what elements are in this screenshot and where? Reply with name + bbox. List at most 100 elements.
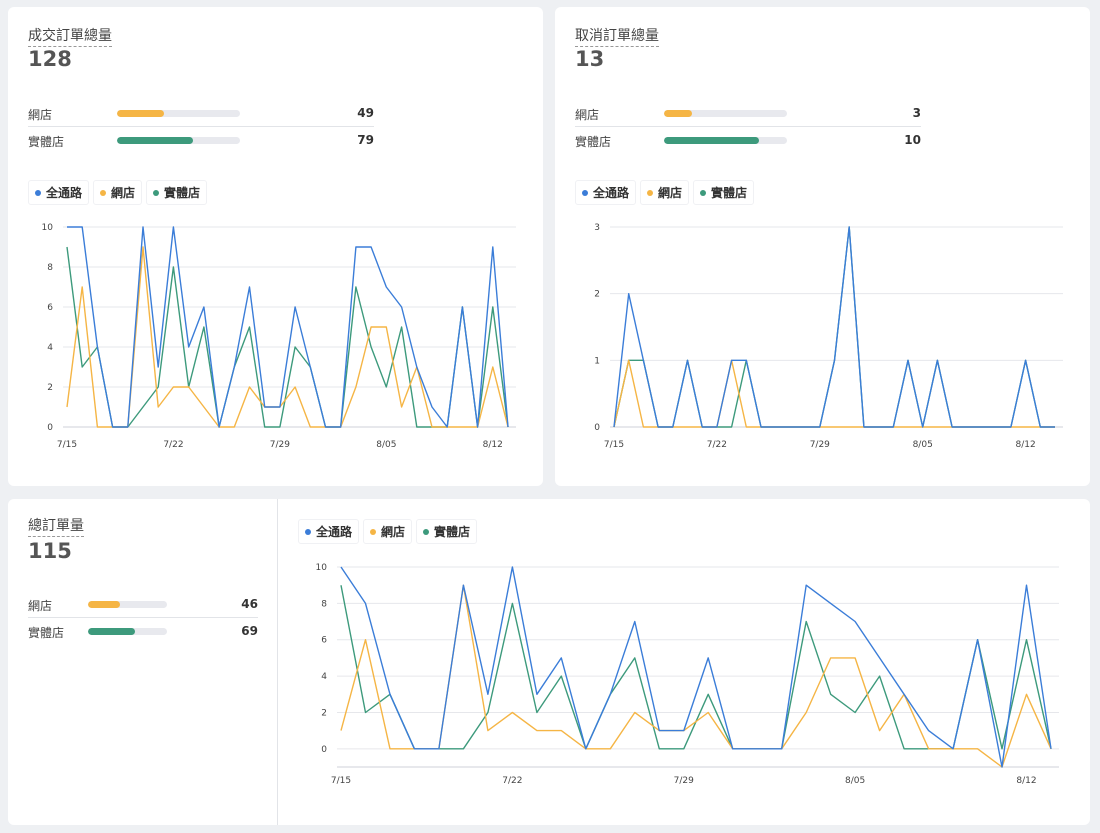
x-tick-label: 8/12: [1015, 440, 1035, 450]
y-tick-label: 6: [47, 303, 53, 313]
x-tick-label: 8/05: [913, 440, 933, 450]
metric-label: 網店: [28, 108, 53, 122]
y-tick-label: 10: [42, 223, 54, 233]
progress-bar: [664, 110, 787, 117]
cancelled-orders-card: 取消訂單總量 13 網店 3 實體店 10 全通路 網店 實體店 0 1 2 3 7/1…: [555, 7, 1090, 486]
metric-row-online: 網店 46: [28, 591, 258, 618]
x-tick-label: 7/15: [604, 440, 624, 450]
legend-item-online[interactable]: 網店: [363, 519, 413, 544]
metric-value: 69: [241, 624, 258, 638]
x-tick-label: 7/22: [163, 440, 183, 450]
legend-item-store[interactable]: 實體店: [146, 180, 208, 205]
metric-row-online: 網店 3: [575, 100, 921, 127]
metric-value: 46: [241, 597, 258, 611]
y-tick-label: 2: [47, 383, 53, 393]
card-title[interactable]: 成交訂單總量: [28, 27, 112, 47]
x-tick-label: 7/15: [57, 440, 77, 450]
legend-label: 全通路: [593, 186, 630, 200]
completed-orders-card: 成交訂單總量 128 網店 49 實體店 79 全通路 網店 實體店 0 2 4 6 8…: [8, 7, 543, 486]
legend-item-store[interactable]: 實體店: [416, 519, 478, 544]
metric-value: 3: [912, 106, 921, 120]
chart-legend: 全通路 網店 實體店: [575, 180, 755, 205]
legend-dot-icon: [582, 189, 588, 196]
legend-item-all[interactable]: 全通路: [298, 519, 360, 544]
x-tick-label: 7/15: [331, 776, 351, 786]
card-title[interactable]: 取消訂單總量: [575, 27, 659, 47]
progress-fill: [117, 110, 164, 117]
y-tick-label: 10: [316, 563, 328, 573]
metric-label: 實體店: [575, 135, 612, 149]
metric-label: 網店: [28, 599, 53, 613]
x-tick-label: 8/12: [1016, 776, 1036, 786]
legend-item-all[interactable]: 全通路: [575, 180, 637, 205]
x-tick-label: 7/29: [674, 776, 694, 786]
total-orders-card: 總訂單量 115 網店 46 實體店 69 全通路 網店 實體店 0 2 4 6 8 10…: [8, 499, 1090, 825]
progress-fill: [664, 137, 759, 144]
legend-item-online[interactable]: 網店: [93, 180, 143, 205]
legend-label: 實體店: [164, 186, 201, 200]
x-tick-label: 8/05: [845, 776, 865, 786]
y-tick-label: 8: [47, 263, 53, 273]
metric-row-store: 實體店 69: [28, 618, 258, 645]
x-tick-label: 8/05: [376, 440, 396, 450]
metric-value: 79: [357, 133, 374, 147]
line-chart: 0 1 2 3 7/15 7/22 7/29 8/05 8/12: [594, 223, 1063, 450]
legend-dot-icon: [100, 189, 107, 196]
progress-bar: [88, 601, 167, 608]
progress-bar: [664, 137, 787, 144]
series-line-store: [340, 585, 1052, 750]
legend-dot-icon: [647, 189, 654, 196]
legend-label: 網店: [111, 186, 136, 200]
progress-fill: [664, 110, 693, 117]
line-chart: 0 2 4 6 8 10 7/15 7/22 7/29 8/05 8/12: [42, 223, 516, 450]
legend-label: 全通路: [316, 525, 353, 539]
y-tick-label: 0: [321, 745, 327, 755]
line-chart: 0 2 4 6 8 10 7/15 7/22 7/29 8/05 8/12: [316, 563, 1059, 786]
progress-fill: [88, 601, 120, 608]
legend-dot-icon: [305, 528, 311, 535]
legend-dot-icon: [700, 189, 707, 196]
legend-dot-icon: [35, 189, 41, 196]
x-tick-label: 7/29: [810, 440, 830, 450]
card-total: 128: [28, 47, 72, 71]
legend-item-online[interactable]: 網店: [640, 180, 690, 205]
series-line-store: [613, 226, 1055, 428]
metric-label: 網店: [575, 108, 600, 122]
legend-item-all[interactable]: 全通路: [28, 180, 90, 205]
y-tick-label: 2: [594, 290, 600, 300]
progress-bar: [117, 110, 240, 117]
y-tick-label: 0: [594, 423, 600, 433]
series-line-online: [66, 246, 509, 428]
card-total: 13: [575, 47, 605, 71]
metric-value: 49: [357, 106, 374, 120]
y-tick-label: 6: [321, 636, 327, 646]
series-line-all: [613, 226, 1055, 428]
y-tick-label: 3: [594, 223, 600, 233]
x-tick-label: 8/12: [483, 440, 503, 450]
legend-dot-icon: [370, 528, 377, 535]
x-tick-label: 7/22: [707, 440, 727, 450]
metric-row-store: 實體店 79: [28, 127, 374, 154]
x-tick-label: 7/29: [270, 440, 290, 450]
metric-label: 實體店: [28, 135, 65, 149]
chart-legend: 全通路 網店 實體店: [298, 519, 478, 544]
panel-divider: [277, 499, 278, 825]
x-tick-label: 7/22: [502, 776, 522, 786]
progress-bar: [88, 628, 167, 635]
series-line-all: [340, 566, 1052, 768]
series-line-store: [66, 246, 509, 428]
y-tick-label: 0: [47, 423, 53, 433]
progress-fill: [117, 137, 194, 144]
series-line-all: [67, 226, 509, 428]
metric-label: 實體店: [28, 626, 65, 640]
legend-item-store[interactable]: 實體店: [693, 180, 755, 205]
metric-value: 10: [904, 133, 921, 147]
legend-dot-icon: [423, 528, 430, 535]
card-title[interactable]: 總訂單量: [28, 517, 84, 537]
y-tick-label: 1: [594, 356, 600, 366]
progress-bar: [117, 137, 240, 144]
legend-label: 全通路: [46, 186, 83, 200]
legend-label: 網店: [381, 525, 406, 539]
metric-row-store: 實體店 10: [575, 127, 921, 154]
legend-label: 網店: [658, 186, 683, 200]
